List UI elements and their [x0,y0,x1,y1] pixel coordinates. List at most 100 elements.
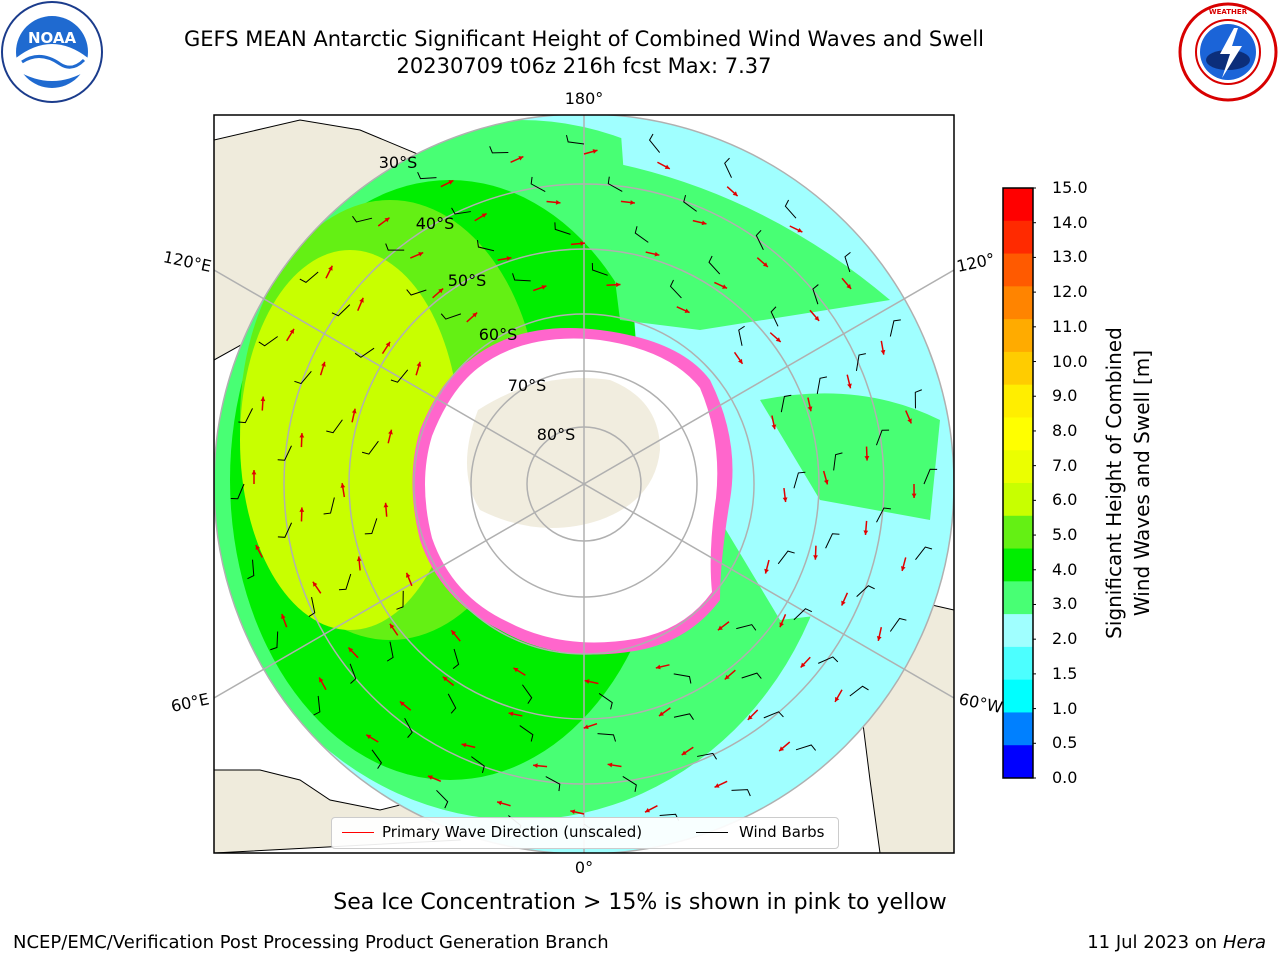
colorbar-segment [1003,646,1033,681]
wave-arrow-head [835,696,840,702]
wind-barb [784,199,797,219]
wave-arrow-head [584,679,590,684]
svg-text:WEATHER: WEATHER [1209,8,1248,16]
wave-arrow-head [847,383,852,389]
lat-label-30s: 30°S [379,153,418,172]
wind-barb [812,284,819,305]
wave-arrow-head [664,164,670,169]
colorbar-title: Significant Height of Combined Wind Wave… [1100,283,1156,683]
wave-arrow-head [813,555,818,560]
wind-barb [833,452,843,471]
lat-label-80s: 80°S [537,425,576,444]
wind-barb [669,279,682,299]
wind-barb [270,631,279,651]
lon-label-120w: 120° [955,249,997,276]
wave-arrow-head [764,568,769,574]
wind-barb [294,371,312,385]
colorbar-tick-label: 5.0 [1052,525,1078,545]
wave-arrow-head [359,297,364,303]
wave-arrow-head [607,762,613,768]
wave-arrow-head [418,252,424,257]
wind-barb [519,725,534,742]
wind-barb [724,157,732,178]
wave-arrow-head [416,361,422,367]
wind-barb [825,533,840,549]
wind-barb [856,585,875,598]
wind-barb [436,789,449,809]
wave-field-east-green [760,393,940,520]
wave-arrow-head [732,191,738,197]
wind-barb [230,483,245,500]
wind-barb [875,429,890,446]
colorbar-tick-label: 12.0 [1052,282,1088,302]
wind-barb [889,617,907,632]
wave-arrow-head [714,783,720,788]
colorbar-tick-label: 3.0 [1052,594,1078,614]
wind-barb [849,685,869,697]
colorbar-segment [1003,483,1033,517]
wave-arrow-head [823,479,829,485]
wind-barb [741,672,762,679]
primary-wave-swatch [342,832,374,833]
wind-barb [914,389,922,409]
colorbar-segment [1003,745,1033,779]
wave-arrow-head [472,312,478,318]
wave-arrow-head [771,424,777,430]
colorbar-tick-label: 1.5 [1052,663,1078,683]
colorbar-segment [1003,253,1033,287]
antarctica-interior-land [466,378,660,528]
wind-barb [923,468,938,485]
wind-barb [607,176,623,192]
wave-arrow-head [570,809,576,815]
wave-arrow-head [717,625,723,631]
wave-arrow-head [658,711,664,716]
wind-barb [476,240,495,252]
wave-arrow-head [907,418,912,424]
wind-barb [417,171,437,180]
wind-barb [763,711,784,719]
wave-arrow-head [312,581,318,587]
wind-barb [522,684,533,704]
wind-barb [404,717,413,738]
wave-field-yellowgreen [240,250,460,630]
footer-host: Hera [1222,932,1266,953]
wave-arrow-head [800,662,806,668]
wind-barb [406,289,427,296]
wind-barb [440,313,462,320]
wave-arrow-head [541,285,547,290]
wave-arrow-head [701,220,707,226]
wind-barb [471,756,485,773]
wind-barb [915,546,933,560]
wind-barb [622,776,637,792]
wave-arrow-head [655,664,661,670]
wave-arrow-head [438,288,444,294]
wave-arrow-head [497,800,502,806]
wind-barb [451,207,471,215]
wave-arrow-head [389,623,395,629]
colorbar-tick-label: 6.0 [1052,490,1078,510]
wind-barb [683,194,697,212]
wind-barb [738,325,745,346]
wave-arrow-head [814,315,820,321]
wind-barb [673,673,692,684]
wind-barb [634,226,649,243]
wave-arrow-head [383,502,389,508]
wind-barb [396,590,404,610]
colorbar [1002,187,1036,779]
wave-arrow-head [518,156,524,161]
wind-barb-swatch [696,832,728,833]
colorbar-tick-label: 14.0 [1052,212,1088,232]
wave-arrow-head [782,497,788,502]
wave-arrow-head [580,241,585,246]
lon-label-0: 0° [575,858,593,877]
wave-arrow-head [864,456,870,461]
wave-arrow-head [775,337,781,342]
footer-branch: NCEP/EMC/Verification Post Processing Pr… [13,932,609,953]
wind-barb [648,133,661,153]
wind-barb [371,749,383,769]
wind-barb [816,376,828,395]
lat-label-60s: 60°S [479,325,518,344]
wind-barb [364,518,378,535]
wave-arrow-head [508,711,514,717]
wave-arrow-head [684,308,690,313]
